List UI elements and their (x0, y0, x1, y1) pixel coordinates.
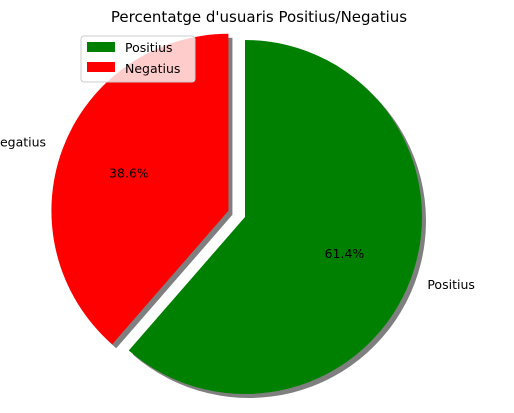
slice-percent-negatius: 38.6% (109, 166, 149, 181)
pie-slice-positius (128, 40, 423, 394)
slice-percent-positius: 61.4% (325, 246, 365, 261)
legend-swatch-positius (87, 42, 115, 52)
chart-title: Percentatge d'usuaris Positius/Negatius (111, 8, 407, 26)
pie-slices (51, 33, 423, 394)
slice-label-negatius: Negatius (0, 135, 46, 150)
legend-label-negatius: Negatius (125, 61, 180, 76)
slice-label-positius: Positius (427, 277, 475, 292)
legend-swatch-negatius (87, 62, 115, 72)
legend-label-positius: Positius (125, 40, 173, 55)
slice-labels: Positius 61.4% Negatius 38.6% (0, 135, 475, 293)
legend: Positius Negatius (80, 35, 196, 83)
pie-slice-negatius (51, 33, 229, 345)
